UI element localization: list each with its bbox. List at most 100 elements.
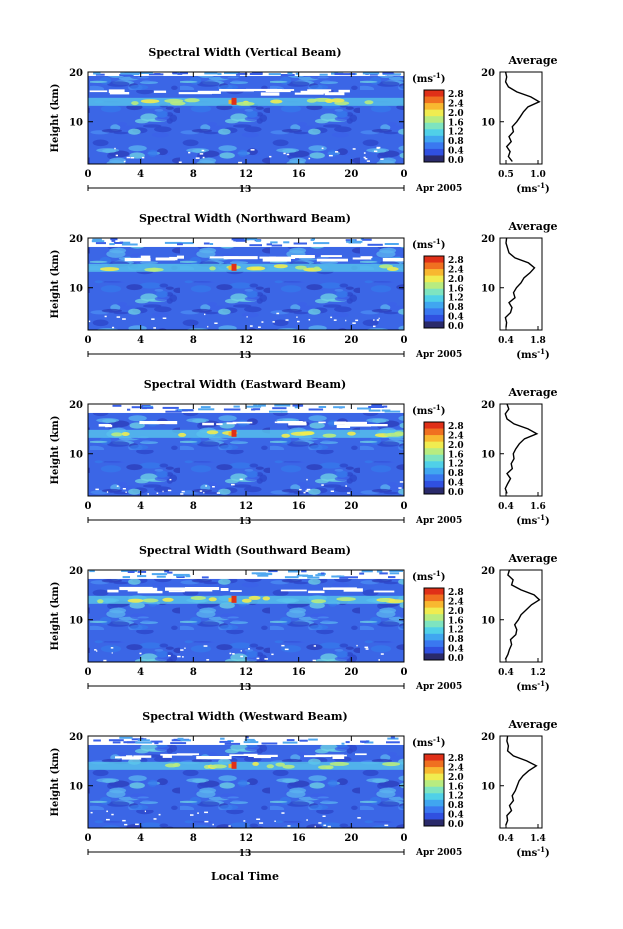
y-tick-label: 20 (69, 566, 83, 577)
data-gap (356, 644, 358, 647)
data-gap (88, 320, 91, 323)
colorbar-tick-label: 2.0 (448, 275, 464, 285)
colorbar-swatch (424, 601, 444, 609)
x-tick-label: 4 (137, 833, 144, 844)
colorbar-swatch (424, 588, 444, 596)
band-blob (306, 98, 317, 103)
data-gap (332, 756, 345, 759)
profile-x-tick-label: 1.6 (530, 502, 546, 512)
profile-title: Average (507, 386, 557, 399)
data-patch (231, 238, 244, 241)
band-blob (241, 598, 252, 603)
data-gap (314, 825, 316, 828)
colorbar-tick-label: 2.4 (448, 265, 464, 275)
data-patch (381, 409, 391, 412)
profile-y-tick-label: 20 (481, 234, 495, 245)
data-gap (125, 491, 127, 493)
data-gap (280, 589, 307, 592)
band-blob (150, 267, 159, 272)
data-gap (333, 319, 337, 321)
data-patch (271, 244, 283, 247)
x-tick-label: 0 (85, 833, 92, 844)
data-gap (260, 92, 280, 96)
data-patch (313, 242, 330, 245)
data-gap (162, 490, 164, 493)
data-gap (323, 824, 327, 827)
data-gap (258, 326, 261, 328)
x-tick-label: 16 (292, 169, 306, 180)
band-blob (329, 761, 350, 766)
data-gap (124, 257, 151, 262)
data-gap (272, 321, 275, 323)
heatmap-field (88, 238, 404, 330)
colorbar-tick-label: 1.6 (448, 616, 464, 626)
data-patch (220, 737, 225, 740)
colorbar-swatch (424, 122, 444, 130)
data-patch (143, 405, 154, 408)
data-patch (253, 408, 261, 411)
data-patch (307, 576, 320, 579)
data-gap (220, 588, 229, 591)
colorbar-swatch (424, 269, 444, 277)
colorbar-swatch (424, 454, 444, 462)
data-gap (119, 586, 153, 591)
data-gap (207, 325, 209, 328)
data-patch (386, 741, 400, 744)
data-gap (327, 825, 331, 828)
colorbar-swatch (424, 812, 444, 820)
data-gap (330, 490, 334, 492)
data-gap (203, 491, 205, 494)
profile-frame (499, 237, 543, 331)
data-patch (261, 742, 278, 745)
data-gap (323, 587, 351, 590)
data-patch (371, 404, 383, 407)
colorbar-swatch (424, 780, 444, 788)
data-gap (169, 478, 172, 481)
colorbar-swatch (424, 109, 444, 117)
month-label: Apr 2005 (415, 184, 462, 194)
band-blob (252, 761, 259, 766)
colorbar-swatch (424, 786, 444, 794)
data-gap (259, 256, 294, 259)
data-gap (274, 820, 276, 822)
data-patch (177, 243, 183, 246)
profile-frame (499, 71, 543, 165)
data-patch (301, 570, 307, 573)
colorbar-swatch (424, 474, 444, 482)
day-label: 13 (239, 185, 252, 195)
data-gap (112, 326, 115, 329)
data-gap (373, 325, 376, 328)
data-patch (201, 576, 209, 579)
profile-line (504, 237, 536, 328)
x-tick-label: 0 (85, 169, 92, 180)
y-axis-label: Height (km) (50, 250, 61, 319)
colorbar-swatch (424, 607, 444, 615)
colorbar-frame (423, 587, 445, 661)
y-tick-label: 20 (69, 234, 83, 245)
colorbar-tick-label: 0.4 (448, 645, 464, 655)
data-patch (308, 408, 324, 411)
data-patch (257, 574, 269, 577)
data-patch (95, 242, 106, 245)
x-tick-label: 8 (190, 169, 197, 180)
colorbar-swatch (424, 422, 444, 430)
data-gap (202, 422, 214, 426)
band-blob (178, 432, 187, 437)
profile-frame (499, 735, 543, 829)
profile-title: Average (507, 54, 557, 67)
profile-unit: (ms-1) (516, 845, 549, 859)
enhanced-band (88, 429, 404, 438)
data-gap (226, 422, 237, 425)
data-patch (388, 73, 402, 76)
x-tick-label: 0 (401, 501, 408, 512)
data-gap (256, 657, 260, 660)
data-gap (380, 653, 384, 655)
data-patch (249, 244, 262, 247)
colorbar-swatch (424, 275, 444, 283)
data-gap (308, 590, 325, 594)
data-gap (256, 818, 261, 820)
data-gap (122, 819, 126, 822)
data-gap (130, 157, 135, 159)
data-patch (237, 72, 248, 75)
y-tick-label: 20 (69, 400, 83, 411)
